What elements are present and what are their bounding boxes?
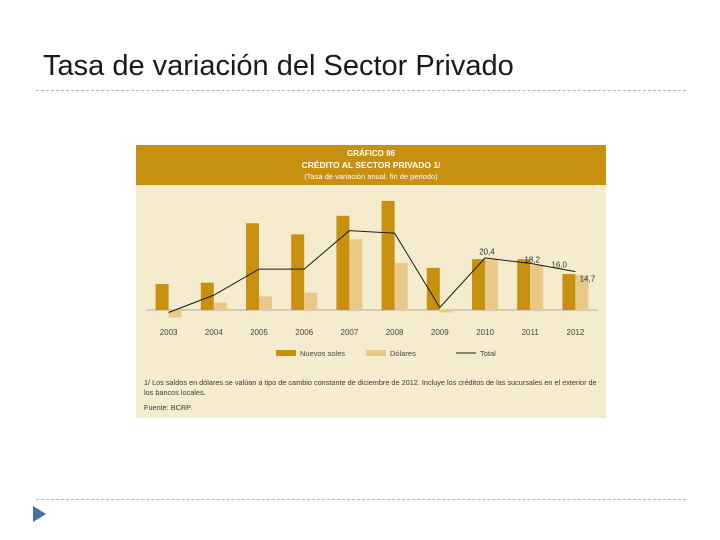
data-label: 18,2 bbox=[524, 255, 540, 264]
bar-dolares bbox=[259, 296, 272, 310]
bar-nuevos-soles bbox=[291, 234, 305, 310]
bar-nuevos-soles bbox=[517, 259, 531, 310]
bar-nuevos-soles bbox=[562, 274, 576, 310]
bar-dolares bbox=[213, 302, 227, 310]
bar-dolares bbox=[394, 262, 408, 310]
x-tick-label: 2011 bbox=[522, 328, 540, 337]
figure-source: Fuente: BCRP. bbox=[144, 403, 193, 412]
bar-dolares bbox=[349, 239, 363, 310]
figure-label: GRÁFICO 96 bbox=[346, 149, 395, 158]
data-label: 14,7 bbox=[580, 274, 596, 283]
bar-nuevos-soles bbox=[336, 215, 350, 310]
bar-nuevos-soles bbox=[246, 223, 259, 310]
x-tick-label: 2006 bbox=[295, 328, 313, 337]
x-tick-label: 2004 bbox=[205, 328, 223, 337]
x-tick-label: 2009 bbox=[431, 328, 449, 337]
bar-dolares bbox=[439, 310, 453, 313]
legend-label: Dólares bbox=[390, 349, 416, 358]
footer-divider bbox=[36, 499, 686, 500]
bar-nuevos-soles bbox=[200, 282, 214, 310]
x-tick-label: 2007 bbox=[341, 328, 359, 337]
bar-nuevos-soles bbox=[426, 267, 440, 310]
legend-label: Nuevos soles bbox=[300, 349, 345, 358]
data-label: 16,0 bbox=[551, 260, 567, 269]
bar-dolares bbox=[304, 292, 318, 310]
line-total bbox=[168, 230, 576, 313]
credit-chart: 2003 2004 2005 2006 2007 2008 2009 2010 2011 2012… bbox=[146, 200, 598, 358]
x-tick-label: 2012 bbox=[567, 328, 585, 337]
x-tick-label: 2003 bbox=[160, 328, 178, 337]
data-label: 20,4 bbox=[479, 247, 495, 256]
legend-label: Total bbox=[480, 349, 496, 358]
chart-figure: GRÁFICO 96 CRÉDITO AL SECTOR PRIVADO 1/ … bbox=[136, 145, 606, 418]
bar-dolares bbox=[168, 310, 182, 318]
bar-nuevos-soles bbox=[155, 283, 169, 310]
bar-dolares bbox=[530, 265, 544, 310]
bar-dolares bbox=[485, 259, 498, 310]
legend-swatch bbox=[366, 350, 386, 356]
x-tick-label: 2010 bbox=[476, 328, 494, 337]
bar-nuevos-soles bbox=[472, 259, 485, 310]
bullet-arrow-icon bbox=[33, 506, 46, 522]
title-divider bbox=[36, 90, 686, 91]
bar-nuevos-soles bbox=[381, 200, 395, 310]
figure-header: GRÁFICO 96 CRÉDITO AL SECTOR PRIVADO 1/ … bbox=[136, 145, 606, 185]
figure-subtitle: (Tasa de variación anual, fin de periodo… bbox=[304, 172, 438, 181]
figure-title: CRÉDITO AL SECTOR PRIVADO 1/ bbox=[301, 160, 441, 170]
legend-swatch bbox=[276, 350, 296, 356]
bar-dolares bbox=[575, 275, 589, 310]
x-tick-label: 2008 bbox=[386, 328, 404, 337]
figure-note: 1/ Los saldos en dólares se valúan a tip… bbox=[144, 378, 597, 397]
slide-title: Tasa de variación del Sector Privado bbox=[43, 50, 514, 82]
x-tick-label: 2005 bbox=[250, 328, 268, 337]
